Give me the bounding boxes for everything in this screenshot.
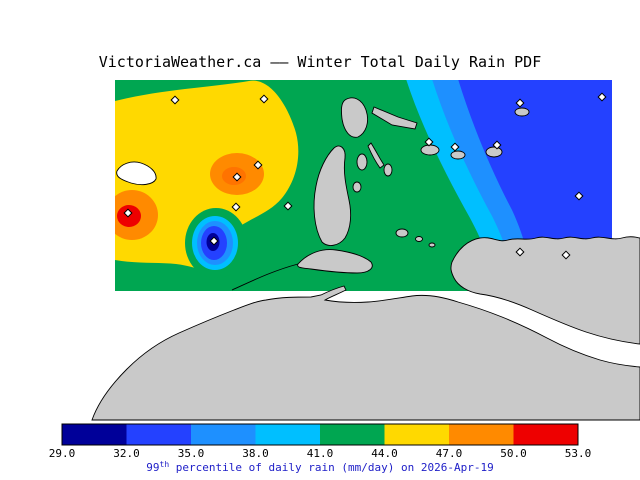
stations-layer [123,92,607,260]
colorbar-frame [61,423,579,446]
island-1 [341,97,369,138]
colorbar-segment [191,424,256,445]
island-4 [420,144,440,156]
station-marker [283,201,293,211]
caption-prefix: 99 [146,461,159,474]
contour-band-yellow [115,80,299,270]
station-marker [231,202,241,212]
island-11 [395,228,409,238]
colorbar-segment [255,424,320,445]
island-13 [428,242,436,248]
station-marker [209,236,219,246]
station-marker [561,250,571,260]
land-layer [91,97,640,421]
caption-superscript: th [160,460,170,469]
land-olympic-peninsula [91,285,640,421]
colorbar-segment [384,424,449,445]
colorbar-tick-label: 50.0 [500,447,527,460]
land-victoria [297,249,373,274]
colorbar-segment [513,424,578,445]
colorbar-tick-label: 29.0 [49,447,76,460]
colorbar-segment [62,424,127,445]
station-marker [253,160,263,170]
island-3 [367,142,385,169]
coastline-southwest [231,263,299,291]
colorbar-tick-label: 47.0 [436,447,463,460]
station-marker [424,137,434,147]
island-2 [371,106,418,130]
colorbar-tick-label: 32.0 [113,447,140,460]
island-9 [383,163,393,177]
island-10 [352,181,362,193]
station-marker [123,208,133,218]
station-marker [170,95,180,105]
colorbar-segment [449,424,514,445]
island-outline-west [116,161,157,186]
station-marker [492,140,502,150]
colorbar-segment [320,424,385,445]
land-east-islands [450,236,640,345]
land-saanich-peninsula [313,145,352,246]
island-12 [415,236,423,242]
colorbar-tick-label: 44.0 [371,447,398,460]
colorbar-tick-label: 38.0 [242,447,269,460]
colorbar-tick-label: 41.0 [307,447,334,460]
page-title: VictoriaWeather.ca —— Winter Total Daily… [99,53,542,71]
station-marker [515,247,525,257]
colorbar-caption: 99th percentile of daily rain (mm/day) o… [146,460,493,474]
island-7 [514,107,530,117]
island-8 [356,153,368,171]
colorbar-segment [126,424,191,445]
station-marker [450,142,460,152]
station-marker [597,92,607,102]
caption-rest: percentile of daily rain (mm/day) on 202… [169,461,494,474]
station-marker [515,98,525,108]
colorbar: 29.0 32.0 35.0 38.0 41.0 44.0 47.0 50.0 … [49,423,592,474]
colorbar-tick-label: 35.0 [178,447,205,460]
station-marker [574,191,584,201]
island-6 [485,146,503,158]
station-marker [232,172,242,182]
island-5 [450,150,466,160]
colorbar-tick-label: 53.0 [565,447,592,460]
station-marker [259,94,269,104]
